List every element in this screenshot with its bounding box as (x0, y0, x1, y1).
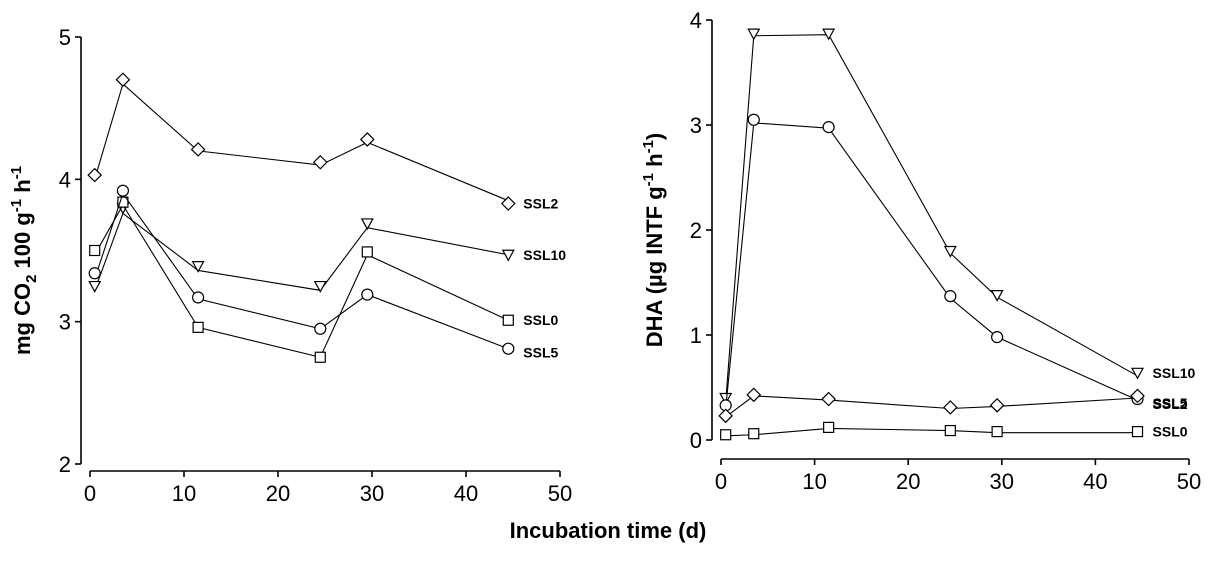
data-point (88, 280, 102, 293)
y-tick-label: 2 (690, 218, 702, 243)
data-point (748, 428, 760, 440)
series-label: SSL2 (1153, 396, 1188, 412)
series-line (725, 427, 1138, 437)
data-point (746, 387, 762, 403)
data-point (312, 154, 328, 170)
x-tick-label: 30 (360, 481, 384, 506)
data-point (747, 113, 760, 126)
series-label: SSL5 (523, 345, 558, 361)
data-point (502, 314, 514, 326)
x-tick-label: 40 (454, 481, 478, 506)
series-line (94, 212, 509, 291)
x-tick-label: 10 (172, 481, 196, 506)
x-tick-label: 20 (266, 481, 290, 506)
series-ssl5: SSL5 (719, 113, 1188, 412)
series-line (94, 192, 509, 350)
y-tick-label: 4 (690, 8, 702, 33)
data-point (361, 288, 374, 301)
x-tick-label: 20 (896, 469, 920, 494)
data-point (360, 218, 374, 231)
series-label: SSL5 (1153, 395, 1188, 411)
y-axis-label: mg CO2 100 g-1 h-1 (8, 166, 40, 355)
data-point (747, 28, 761, 41)
data-point (190, 142, 206, 157)
y-tick-label: 5 (59, 25, 71, 50)
series-ssl10: SSL10 (719, 28, 1196, 405)
series-ssl0: SSL0 (720, 421, 1188, 441)
data-point (990, 290, 1004, 302)
data-point (314, 351, 326, 363)
y-axis-label: DHA (µg INTF g-1 h-1) (640, 133, 667, 348)
series-ssl2: SSL2 (87, 72, 559, 212)
data-point (822, 28, 836, 41)
y-tick-label: 3 (59, 310, 71, 335)
series-label: SSL0 (523, 312, 558, 328)
data-point (502, 342, 515, 355)
x-tick-label: 0 (715, 469, 727, 494)
data-point (943, 245, 957, 258)
y-tick-label: 2 (59, 452, 71, 477)
x-tick-label: 50 (548, 481, 572, 506)
y-tick-label: 3 (690, 113, 702, 138)
data-point (720, 429, 732, 441)
data-point (823, 421, 835, 433)
data-point (88, 267, 101, 280)
data-point (89, 244, 101, 257)
y-tick-label: 1 (690, 323, 702, 348)
data-point (1130, 388, 1145, 404)
series-line (94, 203, 509, 358)
series-label: SSL0 (1153, 424, 1188, 440)
series-line (94, 82, 509, 202)
series-label: SSL10 (523, 247, 566, 263)
data-point (116, 184, 130, 197)
y-tick-label: 4 (59, 167, 71, 192)
data-point (361, 246, 373, 258)
series-ssl5: SSL5 (88, 184, 559, 361)
series-ssl2: SSL2 (718, 387, 1188, 424)
data-point (1131, 367, 1145, 380)
data-point (944, 424, 956, 437)
data-point (314, 322, 327, 335)
series-label: SSL10 (1153, 365, 1196, 381)
data-point (192, 291, 205, 304)
series-ssl10: SSL10 (88, 202, 566, 293)
data-point (989, 398, 1005, 413)
x-tick-label: 40 (1083, 469, 1107, 494)
data-point (115, 72, 131, 88)
x-tick-label: 30 (990, 469, 1014, 494)
x-tick-label: 0 (84, 481, 96, 506)
data-point (501, 249, 515, 262)
series-label: SSL2 (523, 196, 558, 212)
data-point (500, 196, 516, 211)
data-point (944, 290, 957, 303)
data-point (821, 391, 836, 407)
x-tick-label: 50 (1177, 469, 1201, 494)
x-tick-label: 10 (802, 469, 826, 494)
data-point (359, 132, 375, 147)
data-point (822, 120, 835, 134)
data-point (991, 426, 1003, 438)
data-point (719, 392, 733, 405)
data-point (313, 280, 327, 293)
series-line (725, 122, 1138, 409)
data-point (942, 400, 958, 415)
data-point (991, 331, 1004, 344)
series-line (725, 34, 1138, 403)
data-point (718, 408, 734, 424)
data-point (87, 167, 103, 183)
shared-x-axis-label: Incubation time (d) (509, 518, 707, 543)
series-ssl0: SSL0 (89, 196, 559, 363)
data-point (1131, 426, 1144, 438)
data-point (191, 261, 205, 273)
series-line (725, 395, 1138, 418)
data-point (192, 321, 204, 333)
y-tick-label: 0 (690, 428, 702, 453)
data-point (117, 196, 129, 208)
